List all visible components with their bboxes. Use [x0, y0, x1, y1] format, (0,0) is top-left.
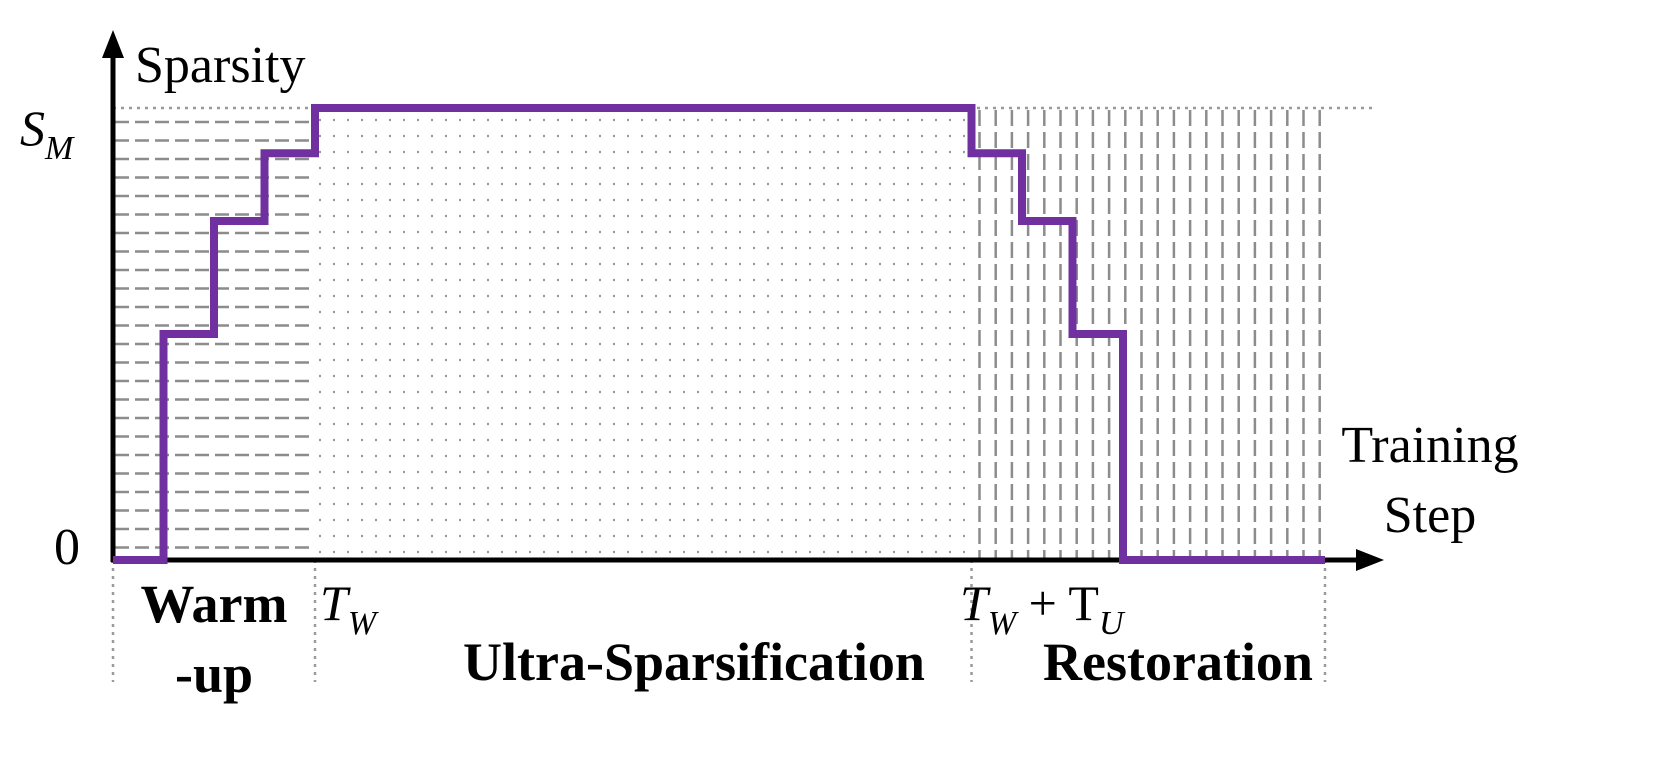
phase-label-warmup-line-2: -up [175, 644, 253, 704]
phase-label-ultra-sparsification: Ultra-Sparsification [463, 632, 925, 692]
phase-pattern-0 [115, 120, 313, 549]
x-axis-label-line-2: Step [1384, 487, 1476, 544]
y-axis-label: Sparsity [135, 37, 305, 94]
phase-label-restoration: Restoration [1043, 632, 1313, 692]
sparsity-step-line [113, 104, 1325, 564]
x-axis-label-line-1: Training [1341, 417, 1518, 474]
reference-lines [111, 106, 1372, 682]
y-tick-zero: 0 [54, 519, 80, 576]
phase-label-warmup-line-1: Warm [141, 574, 288, 634]
phase-pattern-1 [319, 118, 968, 554]
phase-fill-patterns [115, 110, 1321, 558]
x-axis-arrow-icon [1356, 549, 1384, 571]
phase-pattern-2 [978, 110, 1321, 558]
x-marker-tw-plus-tu: TW + TU [960, 575, 1126, 642]
y-axis-arrow-icon [102, 30, 124, 58]
y-tick-max: SM [20, 100, 75, 167]
x-marker-tw: TW [320, 575, 379, 642]
